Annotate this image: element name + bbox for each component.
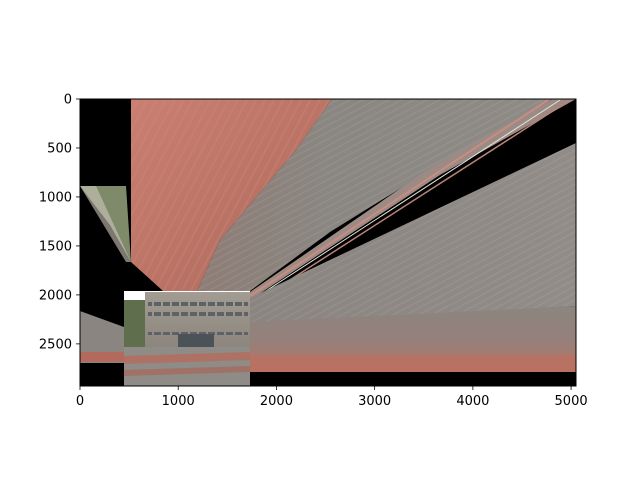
y-axis: 0 500 1000 1500 2000 2500 (39, 93, 80, 352)
x-tick-label: 0 (76, 394, 84, 409)
left-streak (80, 186, 131, 262)
y-tick-label: 1000 (39, 190, 72, 205)
x-tick-label: 3000 (358, 394, 391, 409)
y-tick-label: 1500 (39, 239, 72, 254)
axes-frame (79, 98, 577, 387)
y-tick-label: 2500 (39, 337, 72, 352)
x-tick-label: 2000 (260, 394, 293, 409)
x-axis: 0 1000 2000 3000 4000 5000 (76, 386, 588, 409)
x-tick-label: 5000 (555, 394, 588, 409)
lower-left-wedge (80, 311, 124, 363)
y-tick-label: 0 (64, 93, 72, 108)
x-tick-label: 4000 (456, 394, 489, 409)
image-content (80, 99, 576, 386)
building-photo (124, 291, 250, 386)
y-tick-label: 500 (47, 141, 72, 156)
y-tick-label: 2000 (39, 288, 72, 303)
x-tick-label: 1000 (162, 394, 195, 409)
